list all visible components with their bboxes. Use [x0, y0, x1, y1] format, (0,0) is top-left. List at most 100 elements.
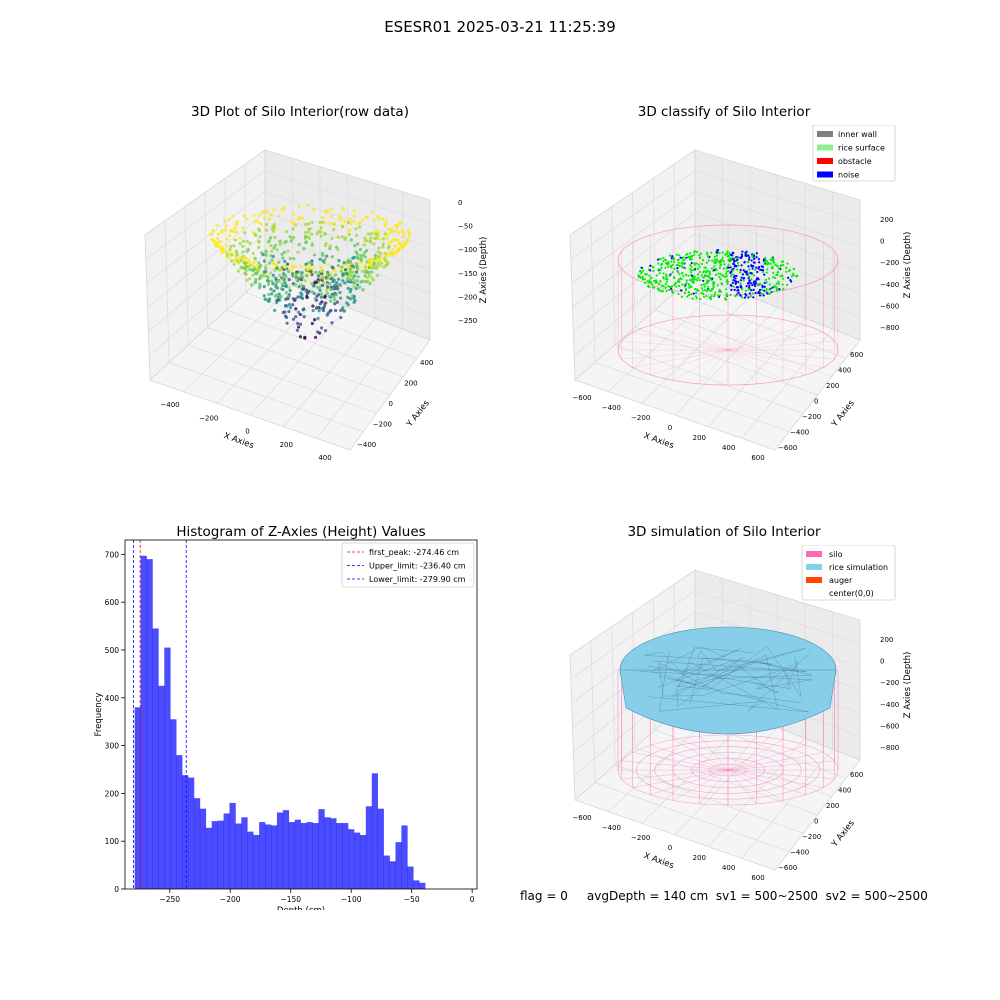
- data-point: [343, 281, 347, 285]
- legend-swatch: [817, 171, 833, 178]
- data-point: [277, 273, 282, 277]
- data-point: [224, 224, 228, 228]
- data-point: [321, 281, 326, 285]
- data-point: [220, 228, 224, 233]
- data-point: [330, 255, 334, 259]
- data-point: [692, 279, 695, 283]
- data-point: [394, 252, 398, 256]
- data-point: [274, 293, 279, 297]
- data-point: [715, 267, 718, 271]
- data-point: [371, 278, 375, 282]
- silo-wire: [727, 319, 784, 351]
- data-point: [306, 268, 310, 272]
- y-tick-label: 0: [389, 400, 393, 408]
- data-point: [273, 243, 278, 247]
- data-point: [787, 269, 791, 273]
- x-tick-label: −200: [220, 895, 241, 904]
- data-point: [661, 289, 664, 292]
- data-point: [761, 265, 765, 269]
- data-point: [340, 265, 344, 269]
- x-tick-label: 0: [470, 895, 475, 904]
- data-point: [310, 281, 314, 286]
- data-point: [303, 234, 308, 239]
- data-point: [301, 287, 305, 291]
- data-point: [316, 316, 320, 320]
- x-axis-label: X Axies: [642, 851, 675, 871]
- histogram-bar: [407, 866, 414, 889]
- data-point: [678, 264, 681, 267]
- data-point: [776, 265, 779, 268]
- data-point: [702, 283, 705, 286]
- data-point: [763, 289, 766, 292]
- data-point: [708, 272, 711, 276]
- x-tick-label: −400: [602, 404, 621, 412]
- data-point: [220, 251, 224, 255]
- data-point: [748, 275, 751, 278]
- data-point: [362, 243, 366, 247]
- x-tick-label: 200: [280, 441, 293, 449]
- data-point: [744, 289, 748, 292]
- data-point: [383, 232, 387, 236]
- histogram-bar: [241, 817, 248, 889]
- data-point: [765, 259, 769, 263]
- data-point: [331, 269, 335, 273]
- data-point: [314, 280, 318, 284]
- data-point: [762, 258, 765, 261]
- legend-label: obstacle: [838, 157, 872, 166]
- data-point: [311, 304, 315, 308]
- data-point: [290, 272, 295, 276]
- data-point: [741, 273, 744, 276]
- data-point: [675, 253, 679, 256]
- data-point: [640, 272, 643, 275]
- data-point: [676, 267, 679, 270]
- data-point: [397, 221, 402, 225]
- data-point: [713, 268, 716, 272]
- z-tick-label: −400: [880, 281, 899, 289]
- data-point: [745, 270, 748, 273]
- z-tick-label: −50: [458, 223, 473, 231]
- data-point: [644, 273, 647, 276]
- data-point: [233, 226, 237, 230]
- y-tick-label: 400: [838, 367, 851, 375]
- data-point: [325, 280, 329, 285]
- histogram-bar: [146, 559, 153, 889]
- data-point: [684, 287, 688, 291]
- histogram-bar: [359, 834, 367, 889]
- data-point: [740, 276, 743, 279]
- data-point: [234, 223, 239, 227]
- data-point: [314, 298, 319, 302]
- data-point: [381, 217, 385, 221]
- data-point: [750, 278, 753, 281]
- x-tick-label: 400: [722, 444, 735, 452]
- data-point: [690, 269, 693, 272]
- data-point: [695, 291, 698, 294]
- data-point: [790, 280, 793, 283]
- data-point: [299, 291, 303, 295]
- data-point: [264, 250, 268, 254]
- data-point: [269, 254, 273, 258]
- data-point: [228, 247, 232, 252]
- data-point: [695, 288, 699, 291]
- grid-line: [741, 191, 833, 439]
- data-point: [228, 234, 232, 238]
- data-point: [271, 273, 275, 277]
- data-point: [754, 291, 757, 295]
- data-point: [243, 256, 247, 260]
- data-point: [725, 275, 729, 278]
- silo-wire: [672, 319, 729, 351]
- silo-wire: [727, 736, 757, 771]
- data-point: [729, 266, 732, 269]
- y-tick-label: 400: [420, 359, 433, 367]
- data-point: [257, 220, 261, 225]
- data-point: [306, 222, 311, 226]
- data-point: [678, 273, 681, 276]
- data-point: [238, 241, 242, 246]
- data-point: [274, 276, 278, 281]
- data-point: [676, 264, 680, 267]
- data-point: [355, 255, 359, 259]
- data-point: [342, 261, 346, 265]
- data-point: [239, 259, 243, 263]
- grid-line: [245, 292, 417, 359]
- data-point: [280, 252, 284, 256]
- data-point: [229, 244, 233, 249]
